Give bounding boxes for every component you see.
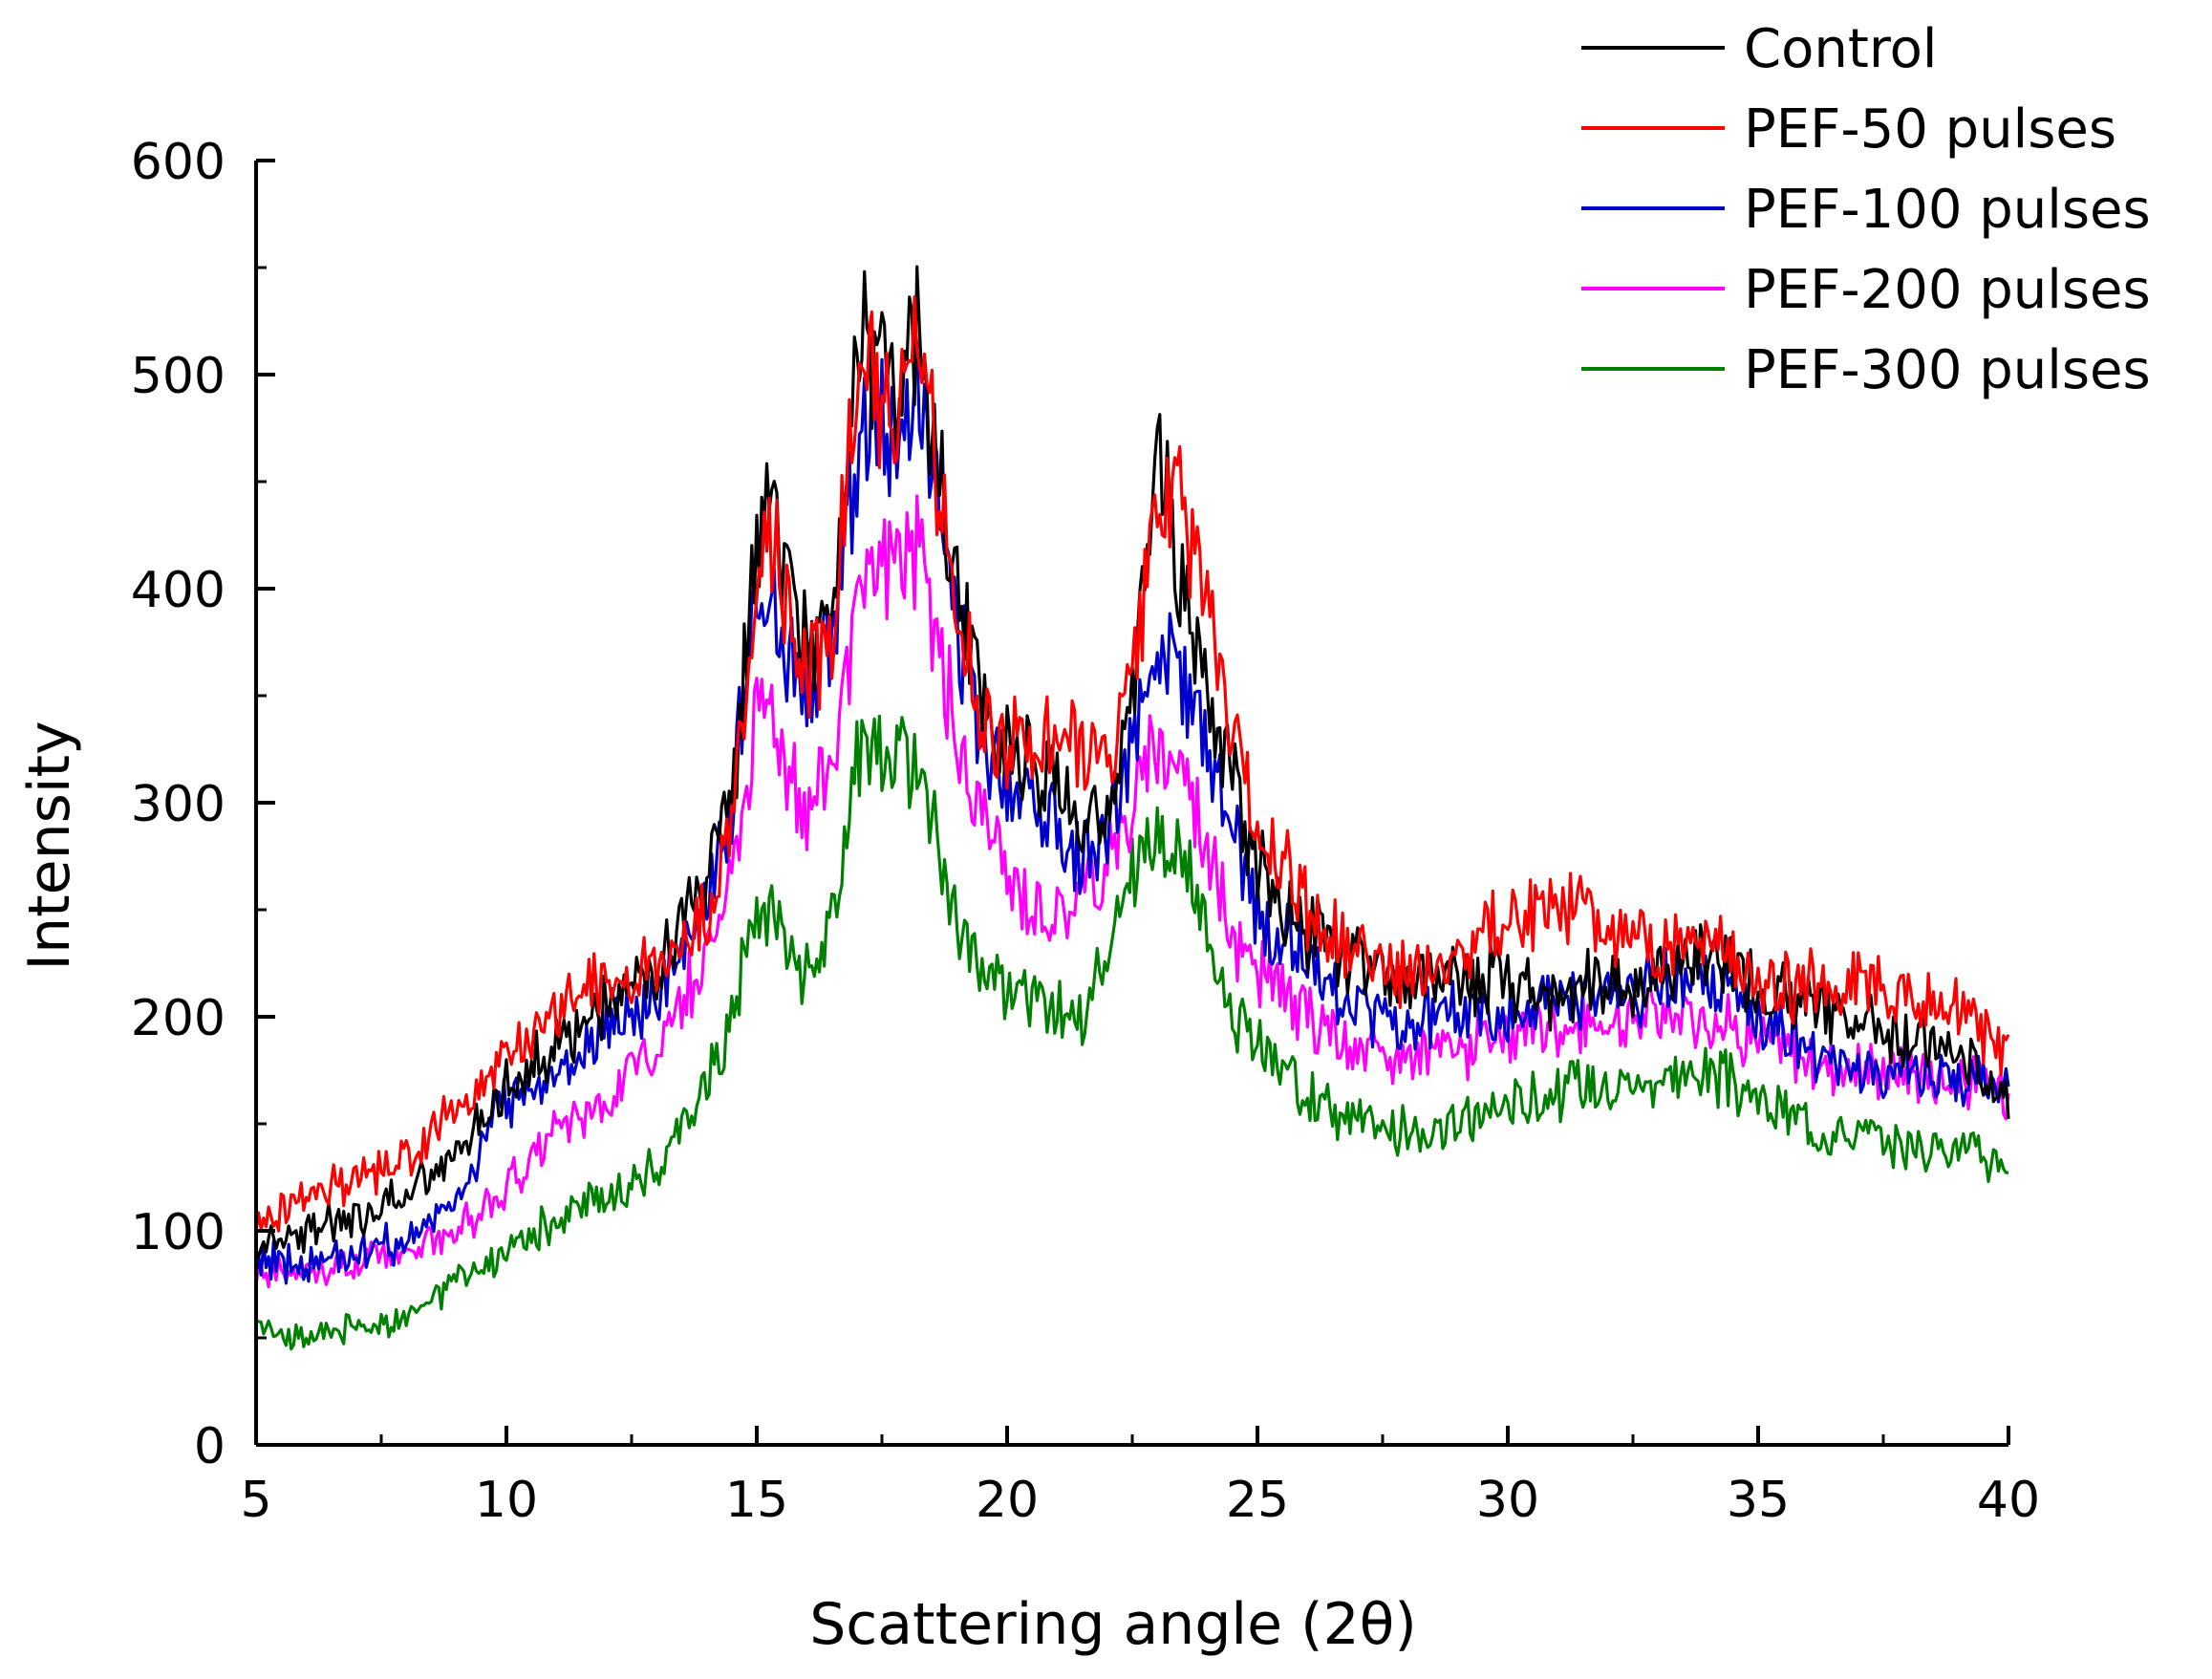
y-tick-label: 0 (194, 1418, 225, 1475)
x-tick-label: 35 (1727, 1472, 1790, 1529)
y-tick-label: 100 (131, 1204, 225, 1261)
series-line-control (254, 265, 2010, 1259)
legend-label: PEF-50 pulses (1744, 98, 2116, 161)
legend: Control PEF-50 pulses PEF-100 pulses PEF-20… (1581, 18, 2151, 401)
x-tick-label: 25 (1226, 1472, 1289, 1529)
legend-label: PEF-100 pulses (1744, 179, 2151, 241)
legend-label: PEF-300 pulses (1744, 339, 2151, 401)
y-tick-label: 400 (131, 562, 225, 619)
y-tick-label: 300 (131, 776, 225, 833)
y-axis-title: Intensity (16, 721, 83, 970)
legend-label: Control (1744, 18, 1937, 80)
x-tick-label: 5 (240, 1472, 271, 1529)
x-tick-label: 30 (1476, 1472, 1539, 1529)
x-tick-label: 40 (1977, 1472, 2040, 1529)
series-line-pef-100-pulses (254, 339, 2010, 1285)
y-tick-label: 500 (131, 348, 225, 405)
legend-label: PEF-200 pulses (1744, 259, 2151, 321)
series-line-pef-50-pulses (254, 295, 2010, 1233)
y-tick-label: 200 (131, 990, 225, 1047)
x-tick-label: 20 (976, 1472, 1039, 1529)
series-line-pef-200-pulses (254, 494, 2010, 1289)
x-tick-label: 10 (475, 1472, 538, 1529)
x-tick-label: 15 (725, 1472, 788, 1529)
y-tick-label: 600 (131, 134, 225, 191)
x-axis-title: Scattering angle (2θ) (809, 1591, 1417, 1658)
